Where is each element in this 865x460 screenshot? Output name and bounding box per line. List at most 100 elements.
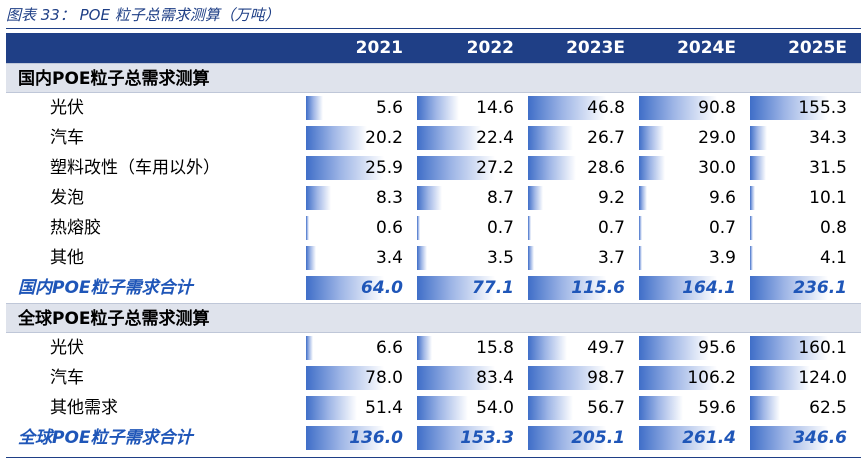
value-cell: 136.0 [304, 423, 415, 453]
row-label: 热熔胶 [50, 218, 101, 238]
cell-value: 124.0 [798, 368, 847, 388]
data-bar [417, 276, 495, 300]
cell-value: 14.6 [476, 98, 514, 118]
table-row: 热熔胶 0.6 0.7 0.7 0.7 0.8 [6, 213, 861, 243]
cell-value: 34.3 [809, 128, 847, 148]
cell-value: 155.3 [798, 98, 847, 118]
data-bar [417, 96, 459, 120]
value-cell: 56.7 [526, 393, 637, 423]
table-row: 汽车 20.2 22.4 26.7 29.0 34.3 [6, 123, 861, 153]
value-cell: 62.5 [748, 393, 859, 423]
data-bar [528, 396, 573, 420]
value-cell: 236.1 [748, 273, 859, 303]
cell-value: 51.4 [365, 398, 403, 418]
value-cell: 0.7 [637, 213, 748, 243]
value-cell: 26.7 [526, 123, 637, 153]
cell-value: 90.8 [698, 98, 736, 118]
value-cell: 15.8 [415, 333, 526, 363]
value-cell: 46.8 [526, 93, 637, 123]
data-bar [750, 426, 828, 450]
value-cell: 0.8 [748, 213, 859, 243]
data-bar [528, 96, 606, 120]
data-bar [417, 336, 432, 360]
value-cell: 31.5 [748, 153, 859, 183]
value-cell: 90.8 [637, 93, 748, 123]
row-label: 光伏 [50, 338, 84, 358]
caption-divider [6, 28, 861, 29]
data-bar [306, 186, 331, 210]
data-bar [306, 216, 309, 240]
data-bar [306, 366, 384, 390]
data-bar [639, 426, 717, 450]
data-bar [750, 216, 753, 240]
table-row: 光伏 5.6 14.6 46.8 90.8 155.3 [6, 93, 861, 123]
poe-demand-table: 2021 2022 2023E 2024E 2025E 国内POE粒子总需求测算 光伏 5.6… [6, 33, 861, 453]
cell-value: 15.8 [476, 338, 514, 358]
data-bar [639, 396, 683, 420]
total-row: 国内POE粒子需求合计 64.0 77.1 115.6 164.1 236.1 [6, 273, 861, 303]
data-bar [750, 396, 780, 420]
data-bar [750, 156, 766, 180]
value-cell: 205.1 [526, 423, 637, 453]
value-cell: 25.9 [304, 153, 415, 183]
data-bar [306, 336, 313, 360]
cell-value: 54.0 [476, 398, 514, 418]
data-bar [639, 276, 717, 300]
value-cell: 6.6 [304, 333, 415, 363]
data-bar [639, 336, 709, 360]
value-cell: 51.4 [304, 393, 415, 423]
value-cell: 261.4 [637, 423, 748, 453]
table-row: 光伏 6.6 15.8 49.7 95.6 160.1 [6, 333, 861, 363]
cell-value: 20.2 [365, 128, 403, 148]
data-bar [417, 126, 481, 150]
cell-value: 27.2 [476, 158, 514, 178]
data-bar [528, 186, 543, 210]
data-bar [528, 426, 606, 450]
cell-value: 153.3 [460, 428, 514, 448]
column-header: 2023E [566, 38, 625, 58]
data-bar [750, 126, 767, 150]
data-bar [750, 366, 810, 390]
cell-value: 31.5 [809, 158, 847, 178]
cell-value: 3.5 [486, 248, 514, 268]
table-row: 发泡 8.3 8.7 9.2 9.6 10.1 [6, 183, 861, 213]
value-cell: 153.3 [415, 423, 526, 453]
data-bar [639, 366, 717, 390]
data-bar [528, 216, 531, 240]
total-label: 国内POE粒子需求合计 [18, 278, 193, 298]
row-label: 汽车 [50, 128, 84, 148]
value-cell: 160.1 [748, 333, 859, 363]
data-bar [417, 366, 495, 390]
cell-value: 0.7 [486, 218, 514, 238]
data-bar [306, 126, 367, 150]
row-label: 汽车 [50, 368, 84, 388]
figure-caption: 图表 33： POE 粒子总需求测算（万吨） [6, 6, 280, 24]
data-bar [750, 96, 828, 120]
value-cell: 0.7 [526, 213, 637, 243]
cell-value: 30.0 [698, 158, 736, 178]
column-header: 2024E [677, 38, 736, 58]
value-cell: 14.6 [415, 93, 526, 123]
cell-value: 4.1 [819, 248, 847, 268]
value-cell: 3.9 [637, 243, 748, 273]
value-cell: 9.2 [526, 183, 637, 213]
row-label: 塑料改性（车用以外） [50, 158, 220, 178]
cell-value: 3.7 [597, 248, 625, 268]
value-cell: 9.6 [637, 183, 748, 213]
table-row: 其他 3.4 3.5 3.7 3.9 4.1 [6, 243, 861, 273]
value-cell: 155.3 [748, 93, 859, 123]
cell-value: 346.6 [793, 428, 847, 448]
cell-value: 46.8 [587, 98, 625, 118]
cell-value: 49.7 [587, 338, 625, 358]
bottom-divider [6, 457, 861, 458]
data-bar [639, 126, 664, 150]
data-bar [528, 246, 534, 270]
data-bar [306, 96, 323, 120]
cell-value: 98.7 [587, 368, 625, 388]
value-cell: 22.4 [415, 123, 526, 153]
cell-value: 164.1 [682, 278, 736, 298]
cell-value: 59.6 [698, 398, 736, 418]
cell-value: 22.4 [476, 128, 514, 148]
value-cell: 164.1 [637, 273, 748, 303]
data-bar [306, 396, 357, 420]
